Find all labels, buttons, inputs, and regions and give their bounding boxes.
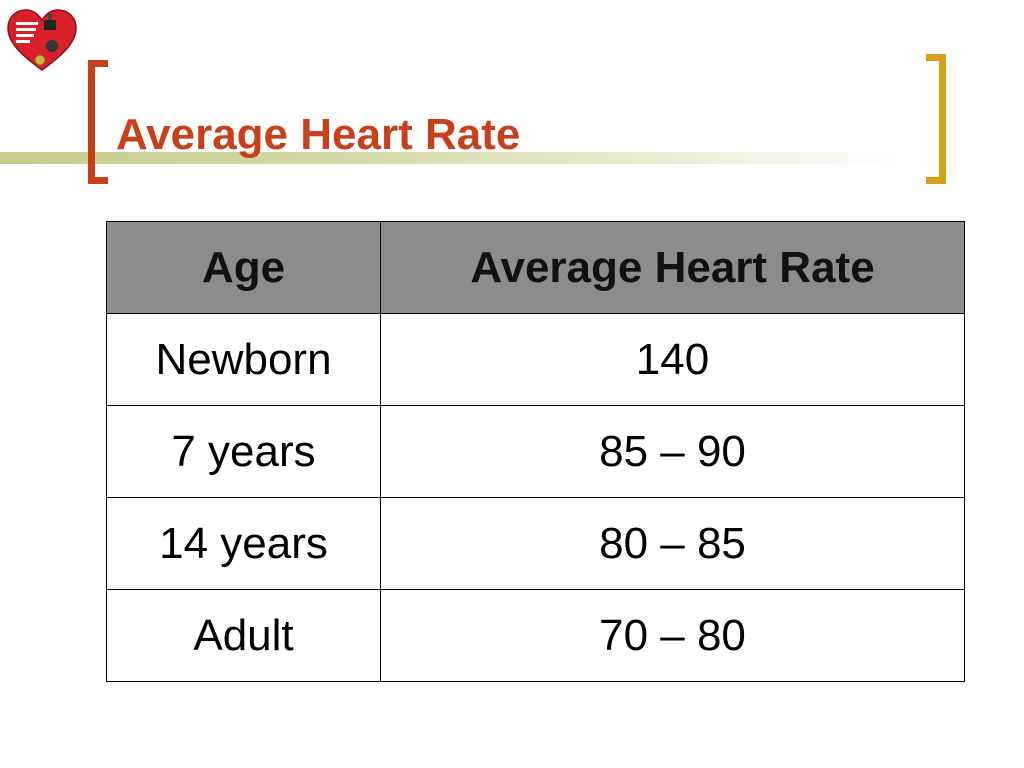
age-cell: 7 years (106, 405, 381, 498)
left-bracket (88, 60, 108, 184)
table-header-row: Age Average Heart Rate (106, 221, 965, 314)
title-rule (0, 152, 900, 164)
rate-cell: 80 – 85 (380, 497, 965, 590)
header-average-heart-rate: Average Heart Rate (380, 221, 965, 314)
rate-cell: 85 – 90 (380, 405, 965, 498)
header-age: Age (106, 221, 381, 314)
age-cell: Adult (106, 589, 381, 682)
slide-title: Average Heart Rate (116, 110, 521, 159)
rate-cell: 70 – 80 (380, 589, 965, 682)
rate-cell: 140 (380, 313, 965, 406)
heart-rate-table: Age Average Heart Rate Newborn 140 7 yea… (106, 221, 965, 682)
age-cell: Newborn (106, 313, 381, 406)
table-row: 14 years 80 – 85 (106, 497, 965, 590)
table-row: Adult 70 – 80 (106, 589, 965, 682)
right-bracket (926, 54, 946, 184)
age-cell: 14 years (106, 497, 381, 590)
table-row: Newborn 140 (106, 313, 965, 406)
table-row: 7 years 85 – 90 (106, 405, 965, 498)
heart-logo-icon (7, 9, 77, 71)
